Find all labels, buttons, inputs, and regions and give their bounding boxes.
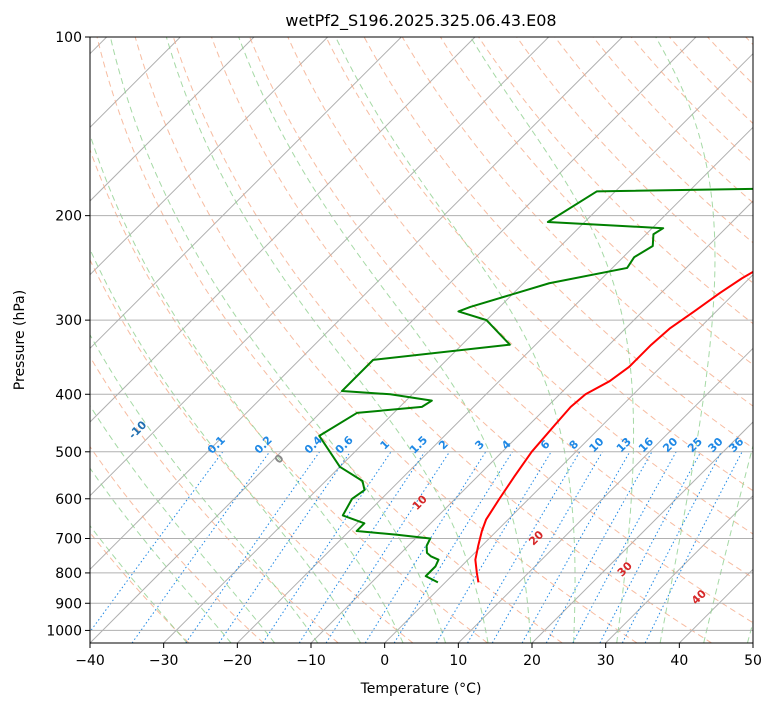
mixing-ratio-line	[90, 451, 224, 633]
profile-lines	[318, 187, 753, 584]
x-tick-label: −30	[149, 653, 179, 669]
mixing-ratio-line	[131, 451, 271, 643]
dry-adiabat-lines	[90, 37, 753, 643]
y-axis: 100 200 300 400 500 600 700 800 900 1000	[46, 30, 90, 639]
y-tick-label: 300	[55, 313, 82, 329]
isotherm-line	[457, 347, 753, 643]
x-tick-label: −20	[223, 653, 253, 669]
x-tick-label: −10	[296, 653, 326, 669]
mixing-ratio-line	[364, 451, 487, 643]
y-axis-label: Pressure (hPa)	[12, 290, 28, 390]
y-tick-label: 900	[55, 596, 82, 612]
isotherm-line	[384, 273, 753, 643]
dry-adiabat	[287, 37, 753, 535]
y-tick-label: 600	[55, 492, 82, 508]
mixing-ratio-line	[262, 451, 392, 643]
moist-adiabat	[109, 37, 447, 643]
dry-adiabat	[211, 37, 753, 624]
mixing-ratio-line	[185, 451, 320, 643]
moist-adiabat	[335, 37, 576, 643]
y-tick-label: 500	[55, 445, 82, 461]
dry-adiabat	[172, 37, 712, 643]
x-tick-label: 30	[597, 653, 615, 669]
mixing-ratio-line	[435, 451, 552, 643]
y-tick-label: 1000	[46, 623, 82, 639]
moist-adiabat	[165, 37, 489, 643]
dewpoint-profile	[318, 187, 753, 584]
mixing-ratio-line	[572, 451, 677, 643]
isotherm-line	[90, 37, 623, 571]
mixing-ratio-lines	[90, 451, 743, 643]
moist-adiabat	[655, 37, 716, 643]
moist-adiabat	[90, 333, 319, 643]
plot-frame	[89, 36, 754, 644]
moist-adiabat	[90, 524, 188, 643]
x-axis: −40 −30 −20 −10 0 10 20 30 40 50	[75, 643, 762, 669]
moist-adiabat	[90, 404, 276, 643]
mixing-ratio-line	[521, 451, 631, 643]
y-tick-label: 100	[55, 30, 82, 46]
y-tick-label: 400	[55, 387, 82, 403]
dry-adiabat	[96, 37, 563, 643]
x-tick-label: 0	[380, 653, 389, 669]
x-tick-label: −40	[75, 653, 105, 669]
mixing-ratio-line	[599, 451, 702, 643]
isotherm-line	[90, 37, 476, 423]
moist-adiabat	[90, 467, 232, 643]
isotherm-line	[90, 37, 402, 350]
moist-adiabat	[238, 37, 532, 643]
chart-title: wetPf2_S196.2025.325.06.43.E08	[285, 11, 556, 31]
isotherm-line	[90, 37, 255, 202]
mixing-ratio-line	[298, 451, 426, 643]
y-tick-label: 700	[55, 532, 82, 548]
isotherm-line	[163, 52, 753, 643]
y-tick-label: 800	[55, 566, 82, 582]
pressure-gridlines	[90, 37, 753, 631]
isotherm-lines	[90, 37, 753, 643]
moist-adiabat	[90, 133, 404, 643]
moist-adiabat	[90, 248, 361, 643]
dry-adiabat	[90, 355, 339, 643]
mixing-ratio-line	[218, 451, 351, 643]
x-tick-label: 10	[449, 653, 467, 669]
isotherm-line	[90, 37, 550, 497]
isotherm-line	[90, 37, 329, 276]
mixing-ratio-line	[644, 451, 743, 643]
x-axis-label: Temperature (°C)	[360, 681, 482, 697]
x-tick-label: 50	[744, 653, 762, 669]
isotherm-line	[605, 494, 753, 643]
moist-adiabat	[703, 443, 753, 643]
dry-adiabat	[90, 258, 414, 643]
temperature-profile	[474, 270, 753, 583]
dry-adiabat	[325, 37, 753, 492]
dry-adiabat	[249, 37, 753, 579]
dry-adiabat	[90, 445, 264, 643]
mixing-ratio-line	[325, 451, 450, 643]
y-tick-label: 200	[55, 209, 82, 225]
dry-adiabat	[516, 37, 753, 284]
isotherm-line	[531, 421, 753, 643]
x-tick-label: 40	[670, 653, 688, 669]
x-tick-label: 20	[523, 653, 541, 669]
isotherm-line	[236, 126, 753, 643]
mixing-ratio-line	[545, 451, 653, 643]
